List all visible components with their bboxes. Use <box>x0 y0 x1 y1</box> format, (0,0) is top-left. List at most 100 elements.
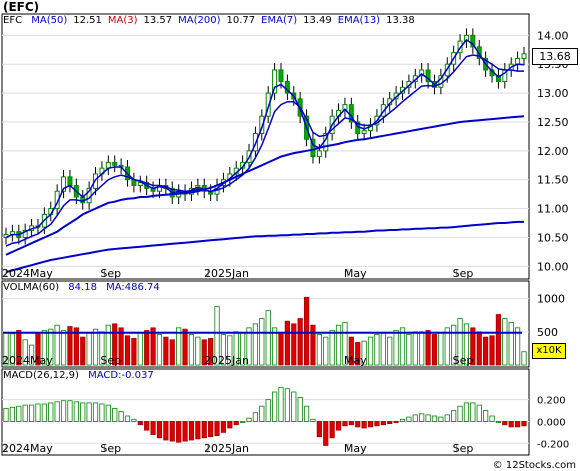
macd-bar <box>150 421 156 435</box>
volume-bar <box>220 334 227 366</box>
price-tick-label: 13.00 <box>537 87 569 100</box>
volume-legend-ma: MA:486.74 <box>106 282 160 293</box>
macd-bar <box>393 421 399 423</box>
volume-bar <box>188 334 195 366</box>
price-tick-label: 11.50 <box>537 174 569 187</box>
macd-bar <box>252 412 259 422</box>
volume-bar <box>406 334 412 366</box>
candle-body <box>521 53 527 59</box>
macd-bar <box>265 399 271 422</box>
volume-bar <box>73 327 79 366</box>
candle-body <box>272 69 278 94</box>
candle-body <box>342 104 348 111</box>
volume-bar <box>124 335 131 366</box>
macd-bar <box>3 407 9 422</box>
macd-bar <box>16 405 22 422</box>
volume-bar <box>144 330 150 366</box>
volume-bar <box>291 323 297 366</box>
price-tick-label: 11.00 <box>537 203 569 216</box>
macd-bar <box>361 421 367 429</box>
macd-bar <box>470 402 476 422</box>
macd-bar <box>137 421 143 426</box>
candle-body <box>361 130 367 135</box>
volume-bar <box>86 332 92 366</box>
x-axis-label: Sep <box>100 354 121 367</box>
macd-bar <box>60 400 67 422</box>
macd-tick-label: 0.000 <box>537 417 566 428</box>
volume-bar <box>227 335 233 366</box>
volume-bar <box>495 314 502 366</box>
macd-bar <box>387 421 393 425</box>
x-axis-label: 2025Jan <box>204 354 249 367</box>
macd-bar <box>291 391 297 422</box>
price-legend-item: EMA(7) <box>261 15 298 26</box>
macd-bar <box>476 404 482 422</box>
volume-bar <box>284 320 290 366</box>
price-legend-value: 13.49 <box>303 15 332 26</box>
macd-tick-label: 0.200 <box>537 396 566 407</box>
volume-bar <box>169 339 175 366</box>
volume-bar <box>112 323 118 366</box>
macd-bar <box>131 418 137 422</box>
volume-bar <box>412 331 418 366</box>
candle-body <box>137 182 143 186</box>
macd-bar <box>176 421 182 443</box>
volume-bar <box>387 336 393 366</box>
volume-bar <box>92 328 99 366</box>
macd-bar <box>169 421 175 442</box>
macd-bar <box>35 403 41 422</box>
macd-bar <box>412 414 418 422</box>
macd-bar <box>342 421 348 427</box>
macd-bar <box>521 421 527 427</box>
volume-bar <box>28 344 35 366</box>
macd-bar <box>271 391 278 422</box>
macd-bar <box>444 414 450 422</box>
ema7-line <box>5 38 525 239</box>
macd-bar <box>188 421 195 441</box>
macd-bar <box>92 402 99 422</box>
volume-bar <box>150 327 156 366</box>
volume-bar <box>380 332 386 366</box>
macd-bar <box>214 421 220 437</box>
macd-bar <box>28 404 35 422</box>
volume-bar <box>470 327 476 366</box>
x-axis-label: Sep <box>100 267 121 280</box>
price-tick-label: 12.00 <box>537 145 569 158</box>
ma50-line <box>5 115 525 256</box>
macd-bar <box>297 397 303 422</box>
macd-bar <box>48 402 54 422</box>
macd-bar <box>515 421 521 428</box>
x-axis-label: Sep <box>453 442 474 455</box>
volume-unit-badge: x10K <box>532 343 566 359</box>
volume-bar <box>399 327 406 366</box>
last-price-badge: 13.68 <box>532 48 578 65</box>
candle-body <box>463 34 469 42</box>
macd-bar <box>489 415 495 422</box>
volume-bar <box>521 351 527 366</box>
macd-legend-label: MACD(26,12,9) <box>3 370 79 381</box>
volume-bar <box>105 324 111 366</box>
volume-tick-label: 1000 <box>537 293 565 306</box>
macd-bar <box>278 387 284 422</box>
x-axis-label: Sep <box>453 354 474 367</box>
price-tick-label: 12.50 <box>537 116 569 129</box>
macd-bar <box>284 388 290 422</box>
volume-bar <box>60 330 67 366</box>
candle-body <box>310 138 316 158</box>
price-legend-item: MA(200) <box>178 15 221 26</box>
macd-bar <box>156 421 163 439</box>
volume-bar <box>508 322 514 366</box>
volume-bar <box>444 327 450 366</box>
macd-bar <box>112 407 118 422</box>
volume-bar <box>156 334 163 366</box>
volume-bar <box>310 324 316 366</box>
macd-bar <box>240 421 246 423</box>
volume-bar <box>342 322 348 366</box>
ticker-title: (EFC) <box>3 0 40 14</box>
candle-body <box>61 176 67 192</box>
macd-legend-value: MACD:-0.037 <box>88 370 154 381</box>
macd-bar <box>310 418 316 422</box>
price-legend-value: 13.57 <box>143 15 173 26</box>
volume-bar <box>463 323 470 366</box>
volume-bar <box>419 331 425 366</box>
